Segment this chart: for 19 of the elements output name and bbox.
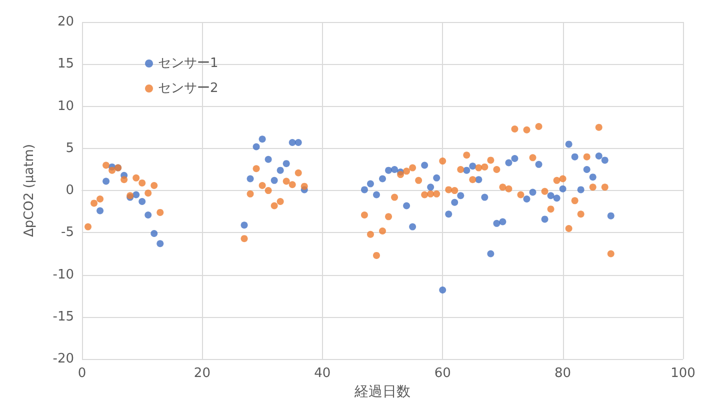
y-tick-label: 15 — [57, 56, 74, 72]
y-tick-label: 20 — [57, 14, 74, 30]
x-tick-label: 0 — [78, 366, 86, 382]
y-tick-label: -20 — [52, 352, 74, 367]
legend-label: センサー2 — [158, 81, 218, 96]
x-tick-label: 100 — [670, 366, 696, 382]
y-tick-label: -5 — [61, 225, 74, 240]
x-tick-label: 40 — [314, 366, 331, 382]
x-tick-label: 20 — [194, 366, 210, 382]
x-tick-label: 60 — [434, 366, 451, 382]
legend-label: センサー1 — [158, 56, 218, 71]
y-tick-label: -15 — [52, 309, 74, 324]
x-axis-title: 経過日数 — [354, 384, 410, 400]
y-tick-label: 10 — [57, 98, 74, 114]
y-axis-title: ΔpCO2 (µatm) — [22, 144, 37, 238]
x-tick-label: 80 — [554, 366, 572, 382]
y-tick-label: 5 — [66, 140, 74, 156]
y-tick-label: -10 — [52, 267, 74, 282]
y-tick-label: 0 — [66, 183, 74, 198]
